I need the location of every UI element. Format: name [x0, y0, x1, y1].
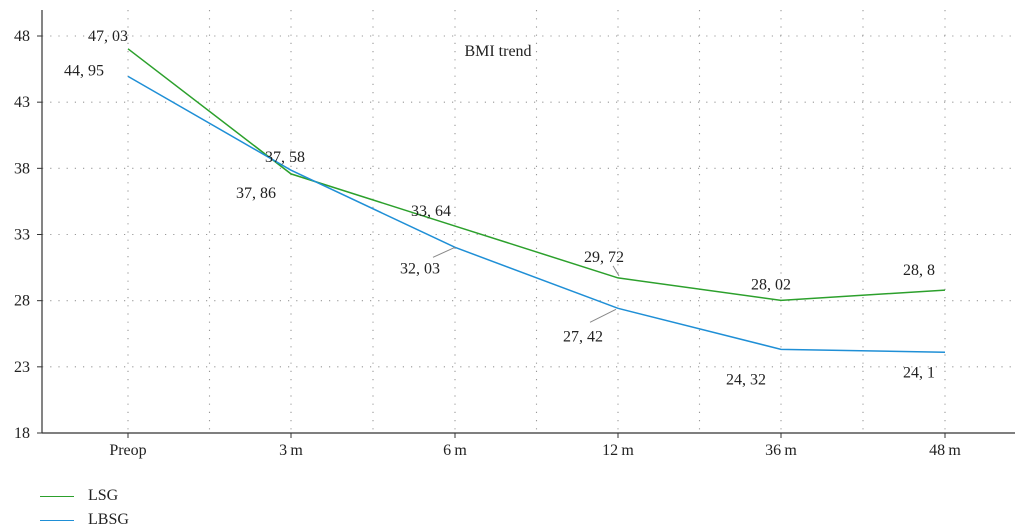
chart-title: BMI trend: [464, 43, 531, 60]
axes: [37, 10, 1015, 438]
lsg-data-label-3: 29, 72: [584, 249, 624, 266]
lsg-leader-12m: [612, 265, 620, 277]
legend: LSG LBSG: [40, 484, 129, 532]
lbsg-leader-12m: [589, 308, 617, 323]
lbsg-data-label-0: 44, 95: [64, 62, 104, 79]
tick-labels: 18 23 28 33 38 43 48 Preop 3 m 6 m 12 m 36 m 48 m: [14, 28, 961, 459]
x-tick-label-5: 48 m: [929, 442, 961, 459]
lsg-data-label-2: 33, 64: [411, 203, 451, 220]
data-labels: 47, 03 37, 58 33, 64 29, 72 28, 02 28, 8 44, 9…: [64, 28, 935, 389]
legend-swatch-lbsg: [40, 519, 74, 521]
y-tick-label-33: 33: [14, 227, 30, 244]
lsg-data-label-0: 47, 03: [88, 28, 128, 45]
y-tick-label-38: 38: [14, 160, 30, 177]
y-tick-label-48: 48: [14, 28, 30, 45]
series-line-lsg: [127, 48, 946, 302]
x-tick-label-3: 12 m: [602, 442, 634, 459]
series-lines: [127, 48, 946, 354]
x-tick-label-0: Preop: [109, 442, 146, 459]
y-tick-label-28: 28: [14, 293, 30, 310]
legend-label-lbsg: LBSG: [88, 511, 129, 528]
legend-item-lsg: LSG: [40, 484, 129, 508]
y-tick-label-18: 18: [14, 425, 30, 442]
legend-label-lsg: LSG: [88, 487, 119, 504]
lsg-data-label-4: 28, 02: [751, 276, 791, 293]
y-tick-label-23: 23: [14, 359, 30, 376]
lbsg-data-label-3: 27, 42: [563, 328, 603, 345]
legend-swatch-lsg: [40, 495, 74, 497]
x-tick-label-1: 3 m: [279, 442, 303, 459]
legend-item-lbsg: LBSG: [40, 508, 129, 532]
lbsg-data-label-2: 32, 03: [400, 260, 440, 277]
x-tick-label-2: 6 m: [443, 442, 467, 459]
lbsg-data-label-5: 24, 1: [903, 364, 935, 381]
grid-lines: [42, 10, 1015, 433]
lbsg-leader-6m: [432, 246, 456, 258]
y-tick-label-43: 43: [14, 94, 30, 111]
lbsg-data-label-4: 24, 32: [726, 371, 766, 388]
lsg-data-label-1: 37, 58: [265, 149, 305, 166]
x-tick-label-4: 36 m: [765, 442, 797, 459]
series-line-lbsg: [127, 75, 946, 354]
lbsg-data-label-1: 37, 86: [236, 185, 276, 202]
lsg-data-label-5: 28, 8: [903, 262, 935, 279]
